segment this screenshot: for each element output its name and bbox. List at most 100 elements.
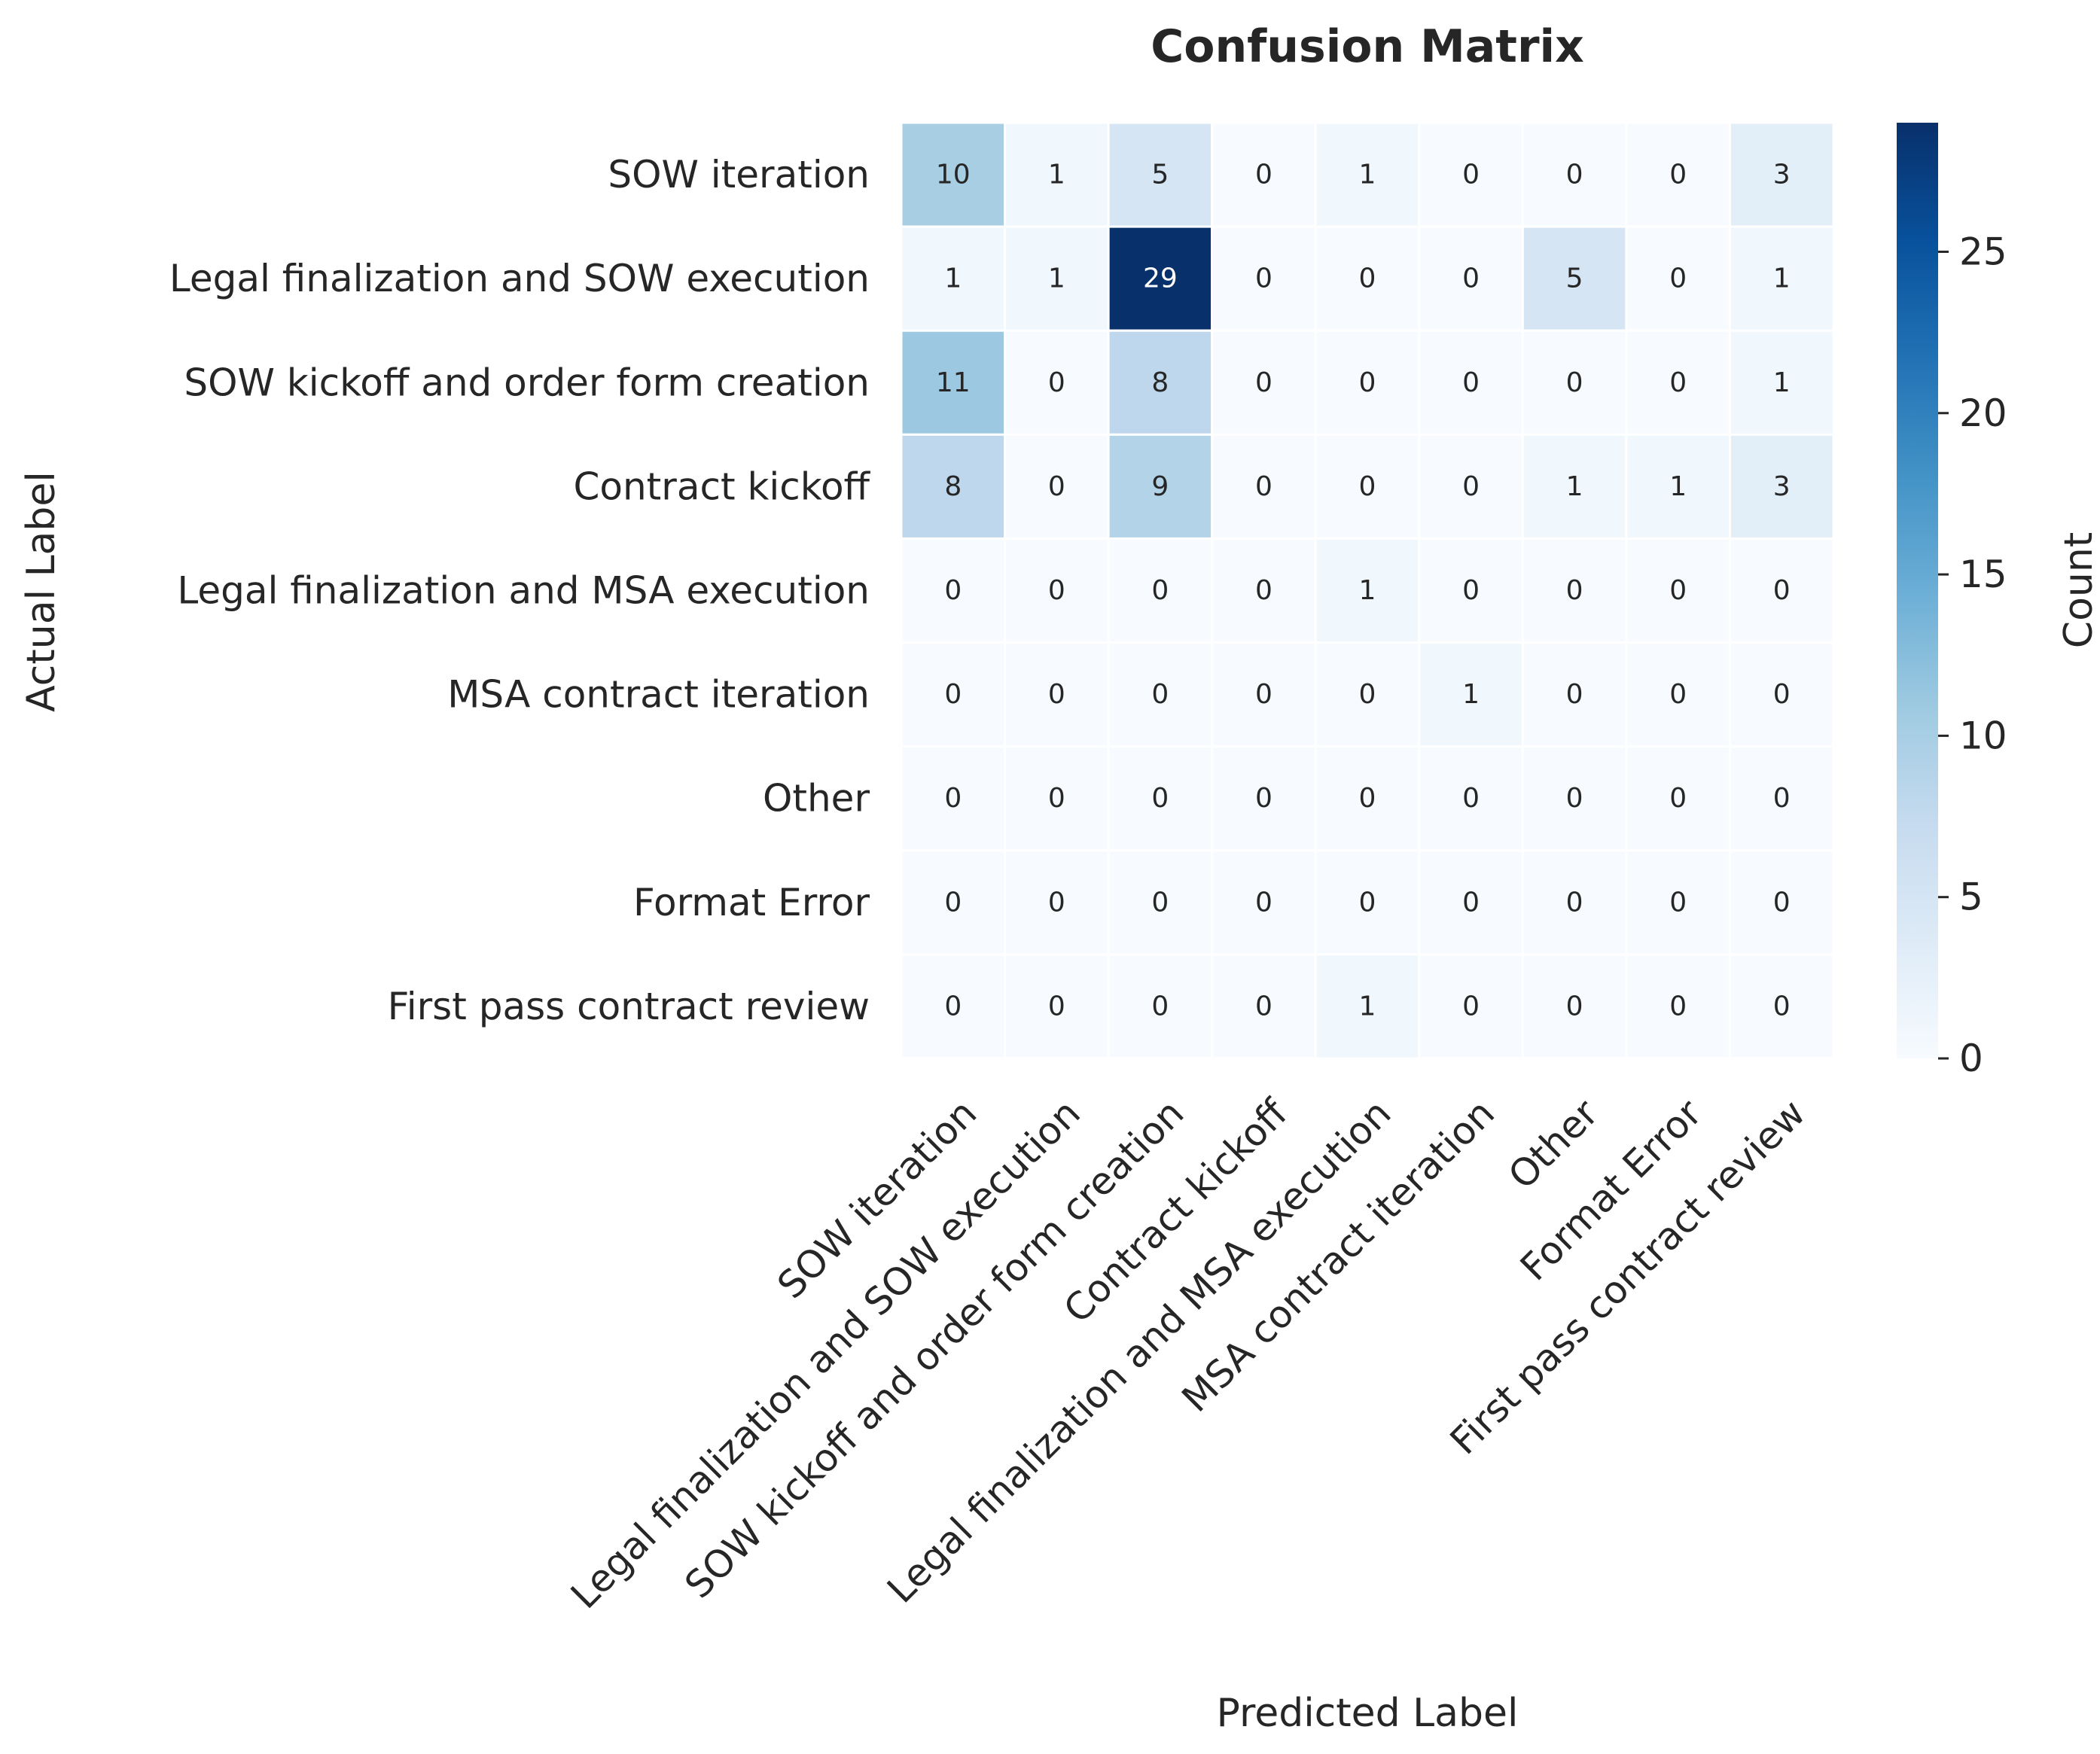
heatmap-cell (1004, 745, 1110, 852)
cell-value: 0 (1669, 991, 1687, 1022)
heatmap-cell (1107, 537, 1214, 644)
cell-value: 0 (1151, 991, 1169, 1022)
colorbar-tick-label: 10 (1959, 714, 2007, 757)
heatmap-cell (1728, 953, 1835, 1060)
heatmap-cell (1625, 225, 1731, 332)
cell-value: 1 (1773, 263, 1791, 294)
y-tick-label: SOW kickoff and order form creation (184, 361, 870, 404)
cell-value: 11 (936, 367, 971, 398)
heatmap-cell (1107, 849, 1214, 956)
cell-value: 0 (1566, 679, 1583, 710)
heatmap-cell (1521, 225, 1628, 332)
cell-value: 0 (1255, 887, 1272, 918)
heatmap-cell (1314, 225, 1421, 332)
cell-value: 0 (1669, 679, 1687, 710)
cell-value: 0 (1359, 887, 1376, 918)
heatmap-cell (1211, 953, 1317, 1060)
cell-value: 5 (1566, 263, 1583, 294)
cell-value: 8 (944, 471, 962, 502)
x-tick-label: Legal finalization and SOW execution (562, 1091, 1089, 1617)
heatmap-cell (1728, 225, 1835, 332)
cell-value: 0 (1773, 783, 1791, 814)
heatmap-cell (900, 537, 1007, 644)
cell-value: 0 (1462, 160, 1480, 190)
colorbar-ticks: 0 5 10 15 20 25 (1938, 230, 2007, 1080)
colorbar (1897, 123, 1938, 1058)
cell-value: 1 (1359, 160, 1376, 190)
heatmap-cell (1521, 537, 1628, 644)
cell-value: 0 (1255, 367, 1272, 398)
cell-value: 0 (944, 679, 962, 710)
heatmap-cell (1004, 641, 1110, 748)
heatmap-cell (1728, 641, 1835, 748)
cell-value: 0 (1566, 991, 1583, 1022)
cell-value: 0 (1669, 367, 1687, 398)
cell-value: 0 (1359, 263, 1376, 294)
cell-value: 0 (1255, 160, 1272, 190)
cell-value: 0 (1255, 263, 1272, 294)
cell-value: 0 (1566, 575, 1583, 606)
y-axis-label: Actual Label (19, 471, 64, 712)
colorbar-tick-label: 5 (1959, 875, 1983, 919)
colorbar-tick-label: 20 (1959, 391, 2007, 435)
heatmap-cell (1314, 329, 1421, 436)
y-tick-label: MSA contract iteration (447, 673, 870, 717)
cell-value: 0 (944, 887, 962, 918)
cell-value: 0 (1566, 367, 1583, 398)
cell-value: 0 (1669, 160, 1687, 190)
cell-value: 10 (936, 160, 971, 190)
x-tick-label: Format Error (1512, 1091, 1710, 1289)
cell-value: 0 (1462, 471, 1480, 502)
heatmap-cell (1211, 329, 1317, 436)
cell-value: 9 (1151, 471, 1169, 502)
heatmap-cell (1625, 641, 1731, 748)
x-axis-label: Predicted Label (1217, 1691, 1519, 1736)
colorbar-tick-label: 25 (1959, 230, 2007, 273)
cell-value: 0 (1773, 575, 1791, 606)
cell-value: 0 (1462, 887, 1480, 918)
y-tick-label: Contract kickoff (573, 464, 870, 508)
y-tick-labels: SOW iteration Legal finalization and SOW … (169, 153, 871, 1028)
cell-value: 0 (1048, 679, 1065, 710)
cell-value: 0 (1151, 783, 1169, 814)
heatmap-cells: 10 1 5 0 1 0 0 0 31 1 29 0 0 0 5 0 111 0 8 0 0 0 0 0 18 0 9 0 0 0 1 1 30… (900, 121, 1835, 1060)
heatmap-cell (1004, 121, 1110, 228)
cell-value: 1 (1359, 991, 1376, 1022)
heatmap-cell (900, 849, 1007, 956)
cell-value: 0 (1462, 783, 1480, 814)
cell-value: 1 (1048, 263, 1065, 294)
cell-value: 0 (1359, 471, 1376, 502)
cell-value: 0 (1151, 887, 1169, 918)
cell-value: 0 (1462, 367, 1480, 398)
heatmap-cell (1418, 537, 1524, 644)
y-tick-label: Legal finalization and MSA execution (177, 569, 870, 613)
cell-value: 0 (1048, 367, 1065, 398)
heatmap-cell (1107, 953, 1214, 1060)
heatmap-cell (900, 745, 1007, 852)
heatmap-cell (900, 433, 1007, 540)
heatmap-cell (1418, 641, 1524, 748)
cell-value: 0 (1773, 887, 1791, 918)
colorbar-tick-label: 0 (1959, 1037, 1983, 1080)
cell-value: 1 (1048, 160, 1065, 190)
cell-value: 0 (1255, 575, 1272, 606)
cell-value: 1 (944, 263, 962, 294)
cell-value: 0 (1566, 887, 1583, 918)
cell-value: 0 (1669, 575, 1687, 606)
heatmap-cell (1521, 849, 1628, 956)
heatmap-cell (1728, 537, 1835, 644)
cell-value: 0 (1048, 575, 1065, 606)
colorbar-label: Count (2056, 532, 2100, 648)
heatmap-cell (1728, 329, 1835, 436)
heatmap-cell (1521, 745, 1628, 852)
heatmap-cell (1314, 745, 1421, 852)
cell-value: 0 (1359, 367, 1376, 398)
heatmap-cell (1107, 641, 1214, 748)
y-tick-label: Other (763, 777, 870, 821)
cell-value: 0 (1255, 471, 1272, 502)
y-tick-label: SOW iteration (608, 153, 870, 196)
cell-value: 0 (1151, 679, 1169, 710)
chart-title: Confusion Matrix (1151, 20, 1584, 73)
cell-value: 0 (1359, 783, 1376, 814)
